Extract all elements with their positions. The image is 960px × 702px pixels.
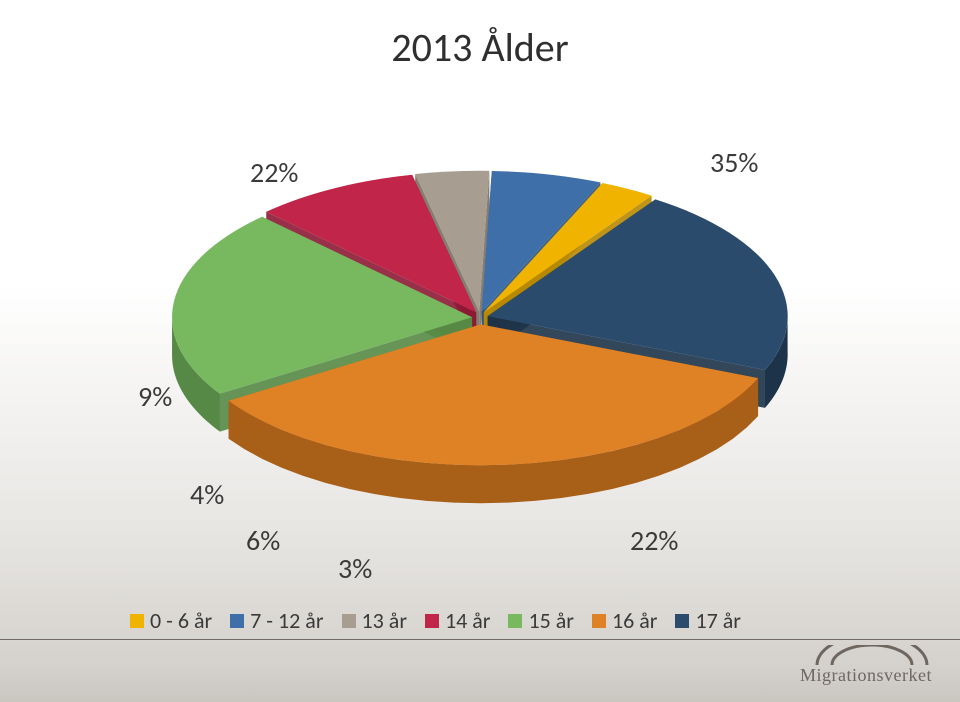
pie-data-label: 9% bbox=[138, 379, 172, 414]
pie-data-label: 6% bbox=[246, 523, 280, 558]
legend-item: 0 - 6 år bbox=[130, 607, 212, 634]
legend-item: 7 - 12 år bbox=[230, 607, 323, 634]
legend-swatch bbox=[342, 614, 356, 628]
legend-item: 15 år bbox=[508, 607, 573, 634]
legend-swatch bbox=[592, 614, 606, 628]
bridge-icon bbox=[812, 645, 932, 667]
legend-swatch bbox=[230, 614, 244, 628]
slide: 2013 Ålder 3% 6% 4% 9% 22% 35% 22% 0 - 6 år 7 -… bbox=[0, 0, 960, 702]
legend-item: 14 år bbox=[425, 607, 490, 634]
legend-label: 13 år bbox=[362, 607, 407, 634]
footer-divider bbox=[0, 639, 960, 640]
legend-swatch bbox=[508, 614, 522, 628]
chart-legend: 0 - 6 år 7 - 12 år 13 år 14 år 15 år 16 år 17 … bbox=[130, 607, 741, 634]
pie-data-label: 4% bbox=[190, 477, 224, 512]
legend-label: 15 år bbox=[528, 607, 573, 634]
legend-label: 14 år bbox=[445, 607, 490, 634]
legend-swatch bbox=[130, 614, 144, 628]
legend-item: 13 år bbox=[342, 607, 407, 634]
pie-data-label: 22% bbox=[630, 523, 678, 558]
legend-label: 7 - 12 år bbox=[250, 607, 323, 634]
legend-label: 17 år bbox=[695, 607, 740, 634]
legend-item: 16 år bbox=[592, 607, 657, 634]
chart-title: 2013 Ålder bbox=[0, 23, 960, 72]
legend-item: 17 år bbox=[675, 607, 740, 634]
legend-swatch bbox=[675, 614, 689, 628]
pie-data-label: 35% bbox=[710, 145, 758, 180]
pie-data-label: 22% bbox=[250, 155, 298, 190]
footer-logo-text: Migrationsverket bbox=[800, 665, 932, 686]
legend-label: 16 år bbox=[612, 607, 657, 634]
pie-chart: 3% 6% 4% 9% 22% 35% 22% bbox=[60, 83, 900, 583]
pie-data-label: 3% bbox=[338, 551, 372, 586]
legend-label: 0 - 6 år bbox=[150, 607, 212, 634]
legend-swatch bbox=[425, 614, 439, 628]
footer-logo: Migrationsverket bbox=[800, 645, 932, 686]
